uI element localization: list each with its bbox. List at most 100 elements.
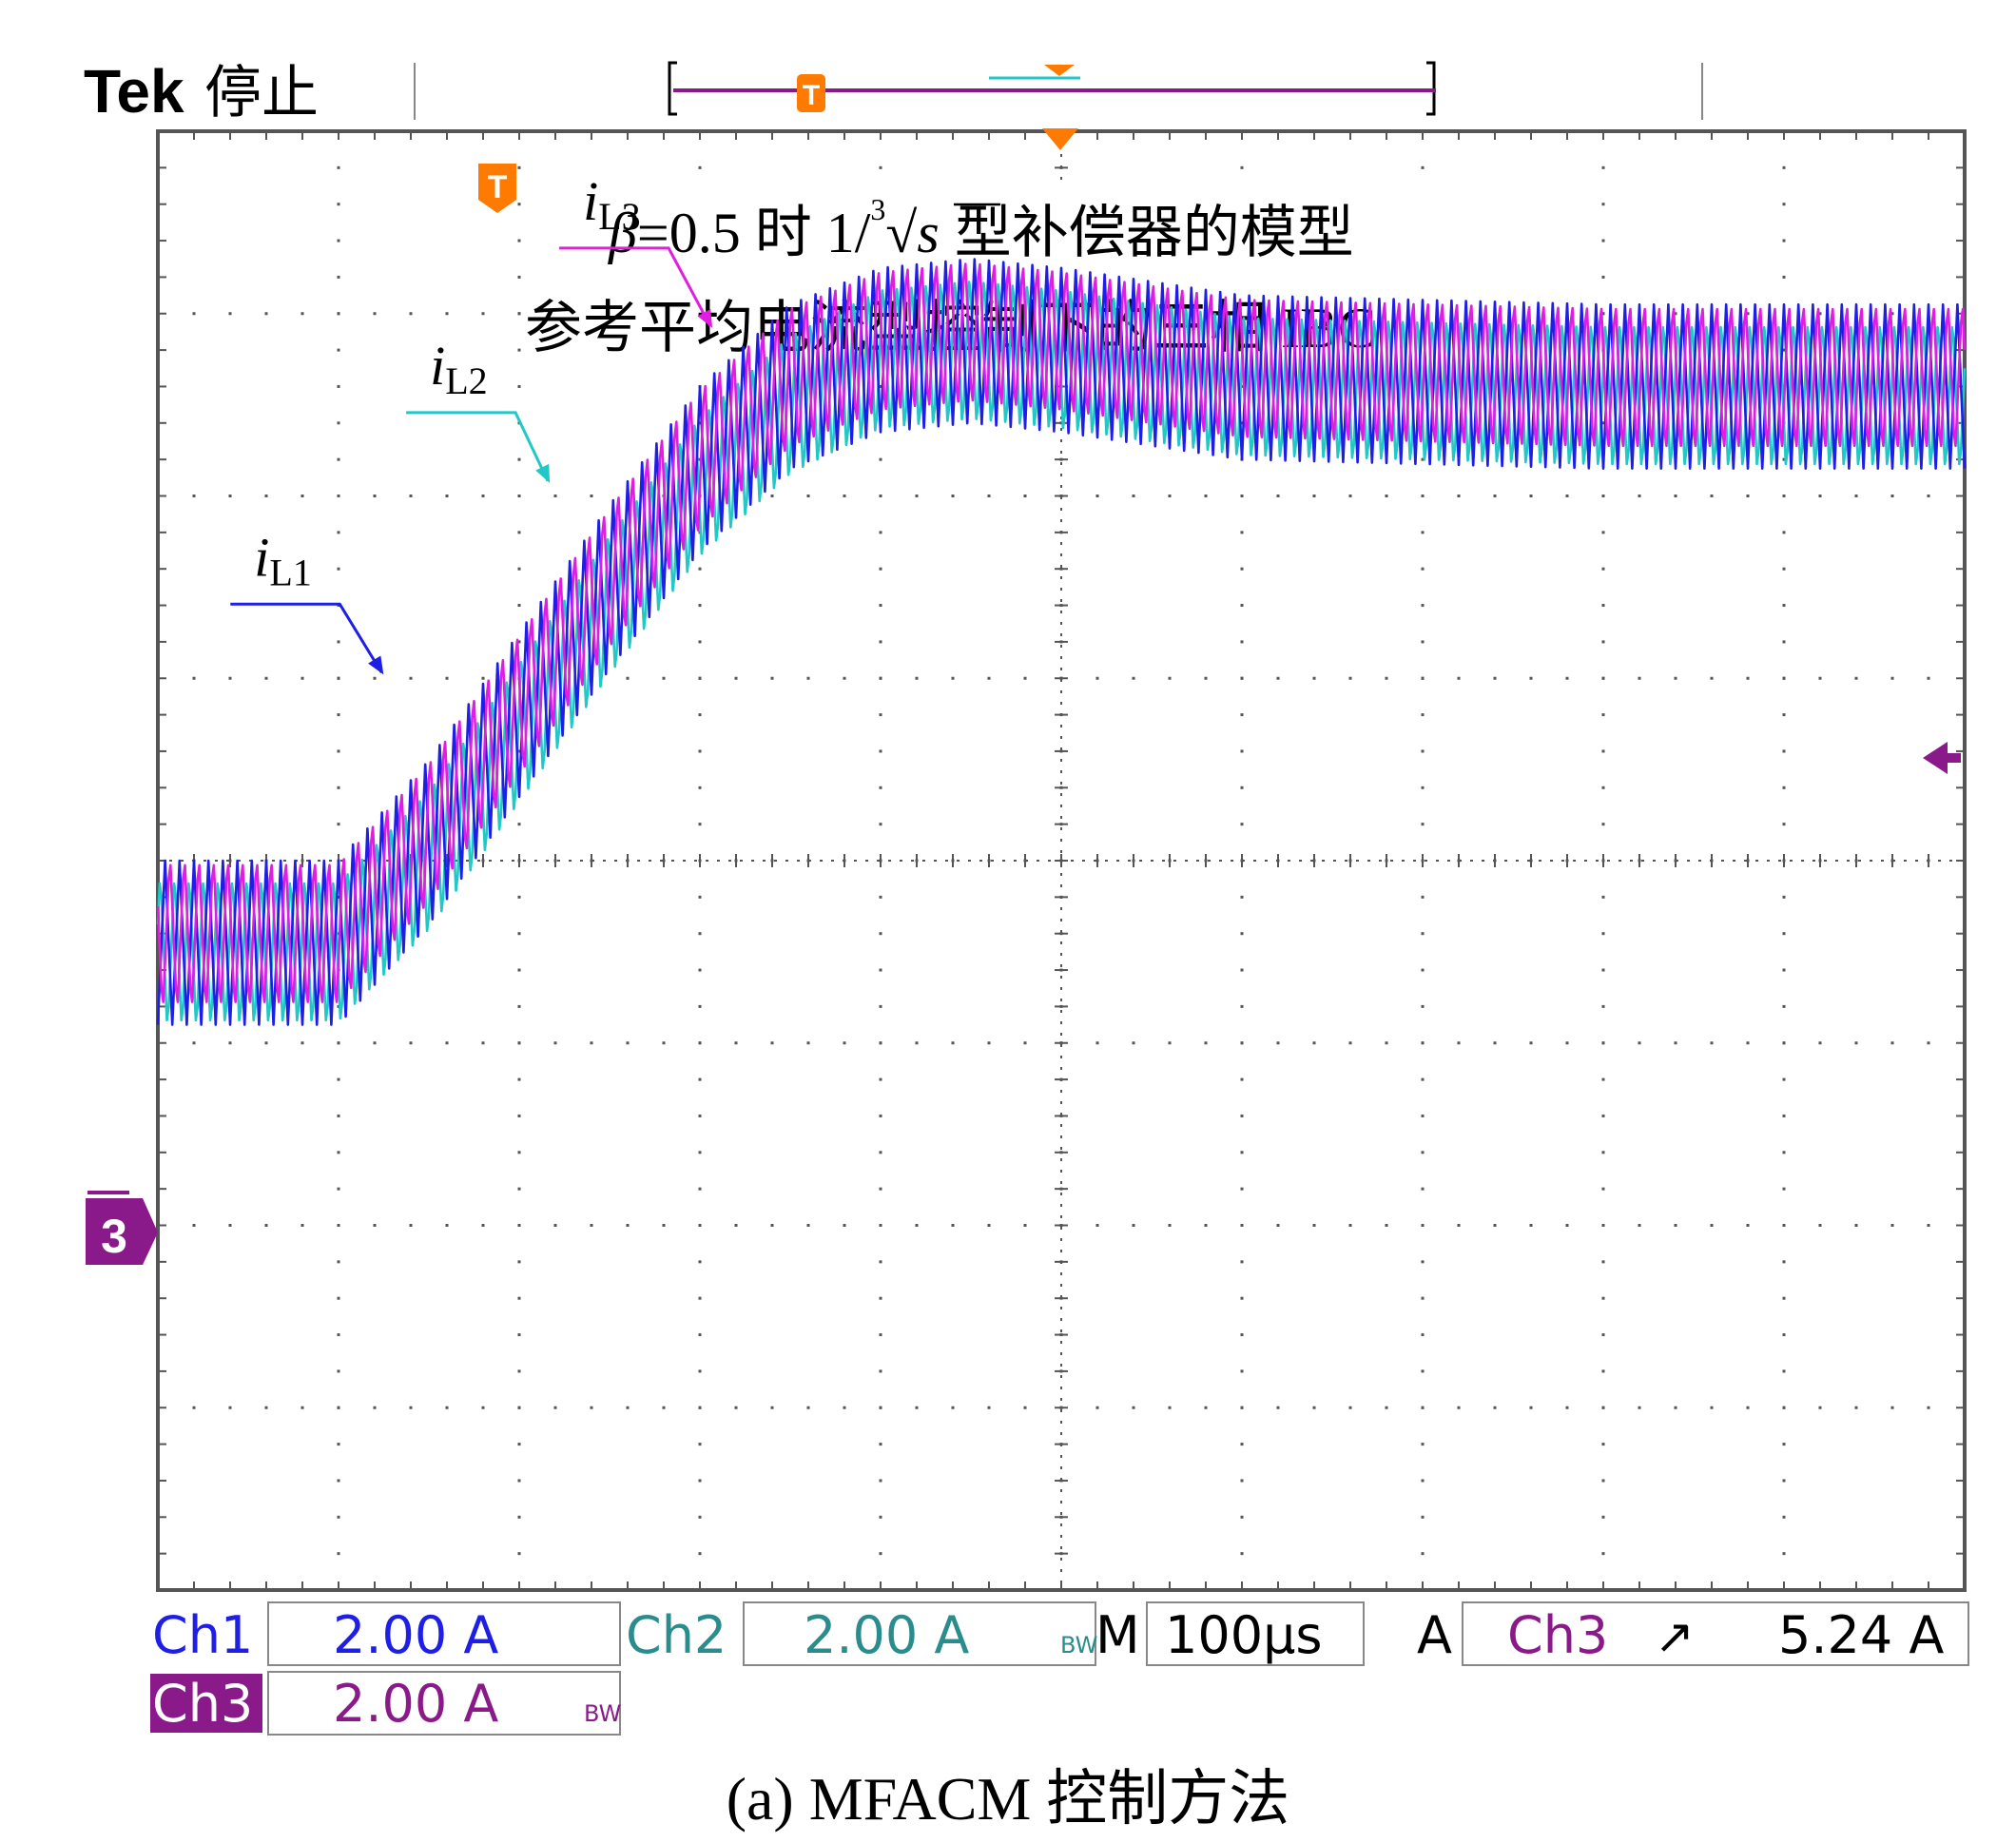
- grid-dot: [1493, 676, 1497, 680]
- grid-dot: [1638, 1224, 1641, 1227]
- grid-dot: [337, 676, 340, 680]
- ground-marker-label: 3: [101, 1210, 127, 1263]
- grid-dot: [264, 495, 268, 497]
- grid-dot: [228, 495, 232, 497]
- grid-dot: [1782, 1041, 1786, 1045]
- grid-dot: [1529, 1406, 1533, 1409]
- curve-label-iL3: iL3: [559, 170, 713, 328]
- grid-dot: [1421, 1114, 1425, 1117]
- grid-dot: [517, 1077, 521, 1081]
- grid-dot: [1240, 968, 1244, 972]
- grid-dot: [1890, 495, 1894, 497]
- grid-dot: [879, 1296, 882, 1300]
- grid-dot: [806, 676, 810, 680]
- grid-dot: [553, 495, 557, 497]
- grid-dot: [1529, 495, 1533, 497]
- grid-dot: [1493, 1041, 1497, 1045]
- grid-dot: [337, 1552, 340, 1556]
- grid-dot: [1674, 1224, 1677, 1227]
- grid-dot: [1348, 676, 1352, 680]
- grid-dot: [1457, 1406, 1461, 1409]
- grid-dot: [517, 1369, 521, 1373]
- grid-dot: [337, 421, 340, 425]
- grid-dot: [879, 968, 882, 972]
- grid-dot: [264, 1224, 268, 1227]
- grid-dot: [517, 1296, 521, 1300]
- grid-dot: [337, 1296, 340, 1300]
- grid-dot: [517, 895, 521, 899]
- grid-dot: [806, 1406, 810, 1409]
- grid-dot: [1421, 495, 1425, 497]
- grid-dot: [1601, 203, 1605, 206]
- grid-dot: [879, 495, 882, 497]
- grid-dot: [626, 676, 630, 680]
- grid-dot: [879, 749, 882, 753]
- grid-dot: [1601, 823, 1605, 826]
- grid-dot: [1348, 495, 1352, 497]
- grid-dot: [1023, 676, 1027, 680]
- ch3-scale-box: [267, 1671, 621, 1736]
- curve-label-iL1: iL1: [230, 526, 384, 675]
- grid-dot: [553, 1406, 557, 1409]
- grid-dot: [1421, 823, 1425, 826]
- grid-dot: [1421, 1077, 1425, 1081]
- ch1-scale: 2.00 A: [333, 1605, 498, 1665]
- grid-dot: [517, 1443, 521, 1446]
- grid-dot: [517, 457, 521, 461]
- grid-dot: [1782, 1296, 1786, 1300]
- curve-label-iL2: iL2: [406, 335, 551, 483]
- grid-dot: [1385, 1041, 1388, 1045]
- grid-dot: [337, 1515, 340, 1519]
- status-bar: Ch1 2.00 A Ch2 2.00 A BW M 100μs A Ch3 ↗…: [150, 1601, 1969, 1736]
- grid-dot: [698, 1296, 702, 1300]
- grid-dot: [1601, 786, 1605, 789]
- grid-dot: [698, 1479, 702, 1483]
- grid-dot: [1240, 1041, 1244, 1045]
- grid-dot: [1601, 275, 1605, 279]
- grid-dot: [373, 676, 377, 680]
- grid-dot: [1348, 1406, 1352, 1409]
- grid-dot: [1204, 1224, 1208, 1227]
- ch3-label: Ch3: [152, 1674, 253, 1734]
- grid-dot: [1746, 1041, 1750, 1045]
- timebase-box: [1146, 1601, 1365, 1666]
- curve-label-leader: [406, 411, 550, 482]
- grid-dot: [517, 165, 521, 169]
- grid-dot: [1601, 1479, 1605, 1483]
- grid-dot: [337, 457, 340, 461]
- grid-dot: [517, 1004, 521, 1008]
- grid-dot: [337, 1151, 340, 1154]
- grid-dot: [337, 1333, 340, 1337]
- grid-dot: [1890, 1224, 1894, 1227]
- grid-dot: [879, 1004, 882, 1008]
- grid-dot: [1240, 165, 1244, 169]
- trigger-channel: Ch3: [1507, 1605, 1608, 1665]
- grid-dot: [445, 495, 449, 497]
- grid-dot: [192, 495, 196, 497]
- grid-dot: [1854, 1041, 1858, 1045]
- grid-dot: [1674, 1041, 1677, 1045]
- grid-dot: [517, 1041, 521, 1045]
- grid-dot: [662, 676, 666, 680]
- grid-dot: [1276, 1406, 1280, 1409]
- grid-dot: [373, 312, 377, 316]
- grid-dot: [1674, 495, 1677, 497]
- grid-dot: [698, 640, 702, 644]
- grid-dot: [1168, 1406, 1172, 1409]
- grid-dot: [879, 895, 882, 899]
- grid-dot: [481, 676, 485, 680]
- ch2-scale: 2.00 A: [804, 1605, 969, 1665]
- grid-dot: [879, 1515, 882, 1519]
- ch1-label: Ch1: [152, 1605, 253, 1665]
- grid-dot: [770, 495, 774, 497]
- grid-dot: [698, 421, 702, 425]
- curve-label-var: i: [430, 335, 445, 397]
- grid-dot: [698, 713, 702, 717]
- grid-dot: [517, 1187, 521, 1191]
- grid-dot: [698, 1515, 702, 1519]
- grid-dot: [1746, 1406, 1750, 1409]
- grid-dot: [1421, 531, 1425, 534]
- grid-dot: [879, 457, 882, 461]
- grid-dot: [228, 1041, 232, 1045]
- grid-dot: [1927, 495, 1930, 497]
